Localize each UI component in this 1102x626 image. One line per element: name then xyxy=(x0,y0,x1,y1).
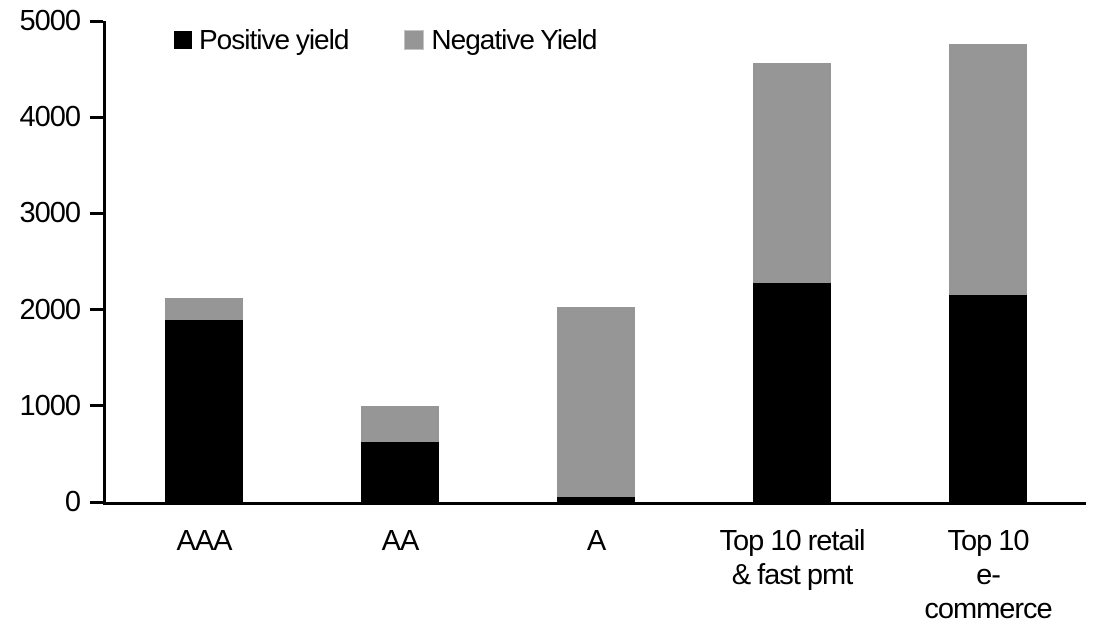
x-axis-category-label: Top 10 retail & fast pmt xyxy=(719,525,866,591)
x-axis-category-label: AA xyxy=(381,525,420,557)
bar-segment-positive-yield xyxy=(557,497,635,502)
bar-segment-negative-yield xyxy=(753,63,831,283)
legend-item-positive-yield: Positive yield xyxy=(174,24,349,55)
negative-yield-swatch-icon xyxy=(404,30,425,50)
x-axis-category-label: AAA xyxy=(176,525,232,557)
legend-label-negative-yield: Negative Yield xyxy=(431,24,597,55)
plot-area xyxy=(90,19,1086,505)
y-axis-tick-label: 3000 xyxy=(19,197,81,230)
y-axis-tick xyxy=(90,115,103,119)
bar-segment-positive-yield xyxy=(165,320,243,502)
positive-yield-swatch-icon xyxy=(174,31,192,49)
bar-segment-negative-yield xyxy=(361,405,439,443)
y-axis-tick xyxy=(90,308,103,312)
y-axis-tick xyxy=(90,500,103,504)
bar-segment-positive-yield xyxy=(753,282,831,502)
y-axis-tick-label: 5000 xyxy=(19,5,81,37)
y-axis-tick-label: 2000 xyxy=(19,293,81,326)
x-axis-category-label: A xyxy=(586,525,606,557)
y-axis-tick-label: 1000 xyxy=(19,389,81,422)
x-axis-category-label: Top 10 e-commerce xyxy=(924,525,1052,625)
bar-segment-positive-yield xyxy=(949,295,1027,502)
bar-segment-negative-yield xyxy=(949,44,1027,296)
bar-segment-positive-yield xyxy=(361,442,439,502)
y-axis-tick-label: 0 xyxy=(64,486,81,518)
legend-item-negative-yield: Negative Yield xyxy=(404,24,597,55)
y-axis-tick-label: 4000 xyxy=(19,101,81,134)
y-axis-tick xyxy=(90,19,103,23)
y-axis-tick xyxy=(90,404,103,408)
bar-segment-negative-yield xyxy=(165,298,243,321)
y-axis-tick xyxy=(90,211,103,215)
bar-segment-negative-yield xyxy=(557,306,635,498)
legend-label-positive-yield: Positive yield xyxy=(199,24,349,55)
chart-legend: Positive yield Negative Yield xyxy=(174,24,597,55)
